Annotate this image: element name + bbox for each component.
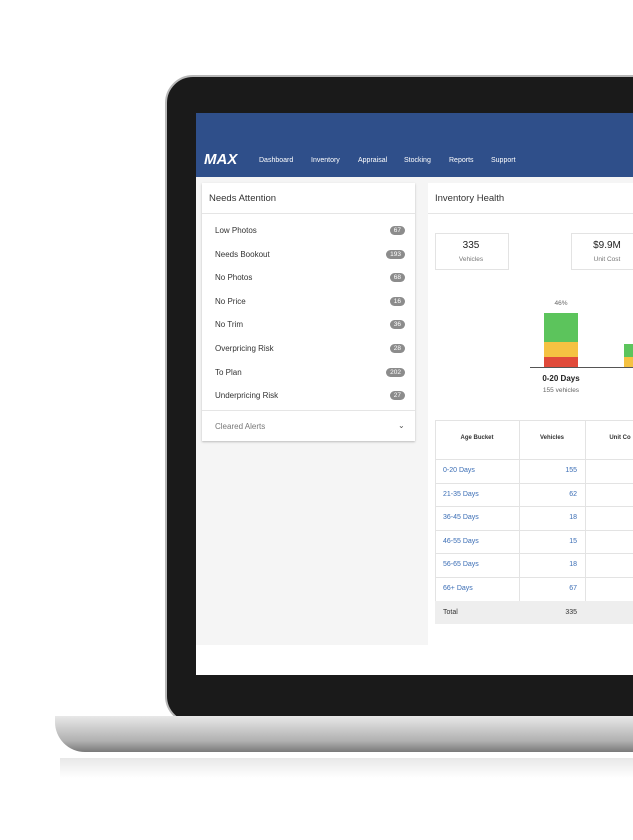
count-badge: 193 (386, 249, 405, 259)
inventory-health-card: Inventory Health 335 Vehicles $9.9M Unit Co… (428, 183, 633, 645)
chevron[interactable]: ⌄ (398, 421, 405, 430)
stat-label: Unit Cost (593, 256, 621, 263)
attention-item[interactable]: Underpricing Risk (215, 391, 279, 401)
bucket-sub: 155 vehicles (542, 387, 580, 394)
bar-segment (544, 342, 578, 357)
total-value: 335 (565, 608, 577, 616)
nav-item[interactable]: Support (491, 157, 516, 164)
screen: MAX Dashboard Inventory Appraisal Stocking R… (196, 113, 633, 675)
divider (202, 213, 415, 214)
nav-item[interactable]: Inventory (311, 157, 340, 164)
attention-item[interactable]: To Plan (215, 367, 242, 377)
bar-segment (544, 357, 578, 367)
bar-segment (544, 313, 578, 342)
divider (428, 213, 633, 214)
row-divider (435, 459, 633, 460)
card-title: Needs Attention (209, 193, 277, 204)
cleared-alerts[interactable]: Cleared Alerts (215, 422, 266, 431)
age-bucket-link[interactable]: 36-45 Days (443, 514, 479, 522)
nav-item[interactable]: Appraisal (358, 157, 388, 164)
total-label: Total (443, 608, 458, 616)
attention-item[interactable]: No Photos (215, 273, 253, 283)
col-divider (519, 420, 520, 623)
age-bucket-link[interactable]: 21-35 Days (443, 490, 479, 498)
count-badge: 28 (389, 344, 405, 353)
age-bucket-link[interactable]: 56-65 Days (443, 561, 479, 569)
bar-baseline (530, 367, 633, 368)
attention-item[interactable]: No Price (215, 296, 246, 306)
table-header: Age Bucket (460, 435, 494, 441)
vehicles-cell[interactable]: 155 (565, 467, 577, 474)
stat-value: 335 (462, 240, 480, 251)
count-badge: 27 (389, 391, 405, 401)
age-bucket-link[interactable]: 46-55 Days (443, 537, 479, 545)
bar-segment (624, 357, 633, 367)
card-title: Inventory Health (435, 193, 505, 204)
vehicles-cell[interactable]: 15 (569, 537, 577, 545)
table-header: Vehicles (539, 435, 565, 441)
stat-label: Vehicles (458, 256, 484, 263)
row-divider (435, 482, 633, 484)
age-bucket-link[interactable]: 0-20 Days (443, 467, 475, 474)
total-row (435, 600, 633, 624)
nav-item[interactable]: Stocking (404, 157, 431, 164)
count-badge: 36 (389, 320, 405, 330)
table-header: Unit Co (609, 435, 631, 441)
row-divider (435, 529, 633, 531)
divider (202, 410, 415, 411)
col-divider (585, 420, 586, 623)
attention-item[interactable]: Low Photos (215, 226, 257, 235)
row-divider (435, 553, 633, 555)
nav-item[interactable]: Dashboard (259, 157, 294, 164)
bar-percent: 46% (554, 300, 568, 307)
laptop-base (55, 716, 633, 752)
count-badge: 67 (389, 226, 405, 235)
stat-value: $9.9M (593, 240, 621, 251)
bucket-label: 0-20 Days (542, 374, 580, 383)
attention-item[interactable]: Overpricing Risk (215, 344, 274, 353)
navbar (196, 113, 633, 177)
needs-attention-card: Needs Attention Low Photos 67 Needs Bookou… (202, 183, 415, 441)
vehicles-cell[interactable]: 67 (569, 585, 577, 592)
vehicles-cell[interactable]: 18 (569, 561, 577, 569)
vehicles-cell[interactable]: 62 (569, 490, 577, 498)
row-divider (435, 506, 633, 508)
stat-box (435, 233, 509, 270)
count-badge: 202 (386, 367, 405, 377)
age-bucket-link[interactable]: 66+ Days (443, 585, 473, 592)
attention-item[interactable]: No Trim (215, 320, 243, 330)
nav-item[interactable]: Reports (449, 157, 474, 164)
stat-box (571, 233, 633, 270)
laptop-reflection (60, 758, 633, 778)
attention-item[interactable]: Needs Bookout (215, 249, 270, 259)
row-divider (435, 577, 633, 578)
count-badge: 16 (389, 296, 405, 306)
count-badge: 68 (389, 273, 405, 283)
bucket-sub: 62 (611, 387, 633, 394)
logo[interactable]: MAX (204, 151, 238, 168)
bucket-label: 21-3 (611, 374, 633, 383)
table-frame (435, 420, 633, 623)
vehicles-cell[interactable]: 18 (569, 514, 577, 522)
bar-segment (624, 344, 633, 357)
